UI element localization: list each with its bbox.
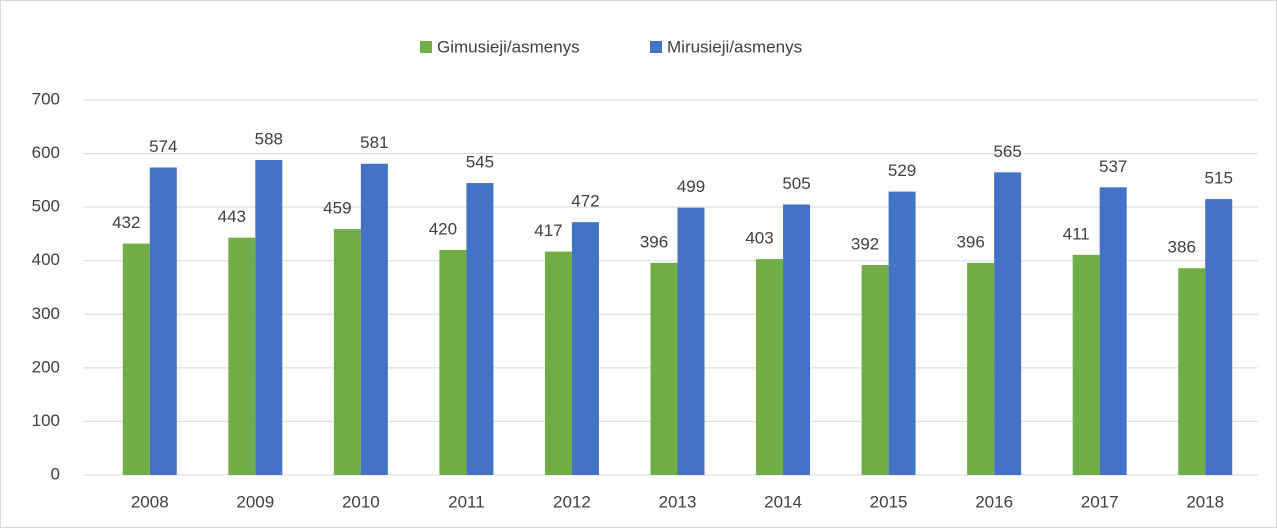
bar [1178,268,1206,475]
bar [994,172,1022,476]
legend-swatch [420,41,432,53]
data-label: 537 [1099,157,1127,176]
bar [1205,199,1233,475]
data-label: 515 [1205,169,1233,188]
x-tick-label: 2017 [1081,492,1119,511]
data-label: 443 [218,207,246,226]
bar [333,229,361,475]
data-label: 392 [851,234,879,253]
bar [888,191,916,475]
bar [360,163,388,475]
legend: Gimusieji/asmenys Mirusieji/asmenys [420,37,802,56]
y-tick-label: 0 [51,464,60,483]
legend-swatch [650,41,662,53]
bar [122,243,150,475]
data-label: 581 [360,133,388,152]
data-label: 588 [255,129,283,148]
x-tick-label: 2012 [553,492,591,511]
data-label: 396 [956,232,984,251]
bar [1099,187,1127,476]
bar [756,259,784,475]
bar [571,222,599,475]
bar [861,265,889,475]
bar [1072,254,1100,475]
data-label: 545 [466,153,494,172]
x-tick-label: 2014 [764,492,802,511]
data-label: 432 [112,213,140,232]
y-tick-label: 700 [32,89,60,108]
legend-label: Gimusieji/asmenys [437,37,580,56]
y-tick-label: 600 [32,143,60,162]
y-tick-label: 500 [32,197,60,216]
data-label: 505 [782,174,810,193]
x-tick-label: 2011 [448,492,485,511]
x-tick-label: 2015 [870,492,908,511]
data-label: 459 [323,199,351,218]
x-tick-label: 2008 [131,492,169,511]
bar [967,262,995,475]
data-label: 396 [640,232,668,251]
x-tick-label: 2016 [975,492,1013,511]
data-label: 411 [1063,224,1090,243]
y-tick-label: 200 [32,357,60,376]
y-tick-label: 300 [32,304,60,323]
x-tick-label: 2009 [236,492,274,511]
data-label: 529 [888,161,916,180]
data-label: 386 [1168,238,1196,257]
data-label: 574 [149,137,177,156]
bar [466,183,494,476]
bar [677,207,705,475]
y-tick-label: 400 [32,250,60,269]
bar [544,251,572,475]
data-label: 499 [677,177,705,196]
data-label: 420 [429,219,457,238]
x-tick-label: 2018 [1186,492,1224,511]
data-label: 417 [534,221,562,240]
data-label: 472 [571,192,599,211]
x-tick-label: 2013 [659,492,697,511]
legend-label: Mirusieji/asmenys [667,37,802,56]
bar [228,237,256,475]
x-tick-label: 2010 [342,492,380,511]
bar [439,250,467,475]
data-label: 403 [745,229,773,248]
data-label: 565 [993,142,1021,161]
bar [149,167,177,475]
bar [650,262,678,475]
y-tick-label: 100 [32,411,60,430]
bar [783,204,811,475]
bar [255,160,283,475]
